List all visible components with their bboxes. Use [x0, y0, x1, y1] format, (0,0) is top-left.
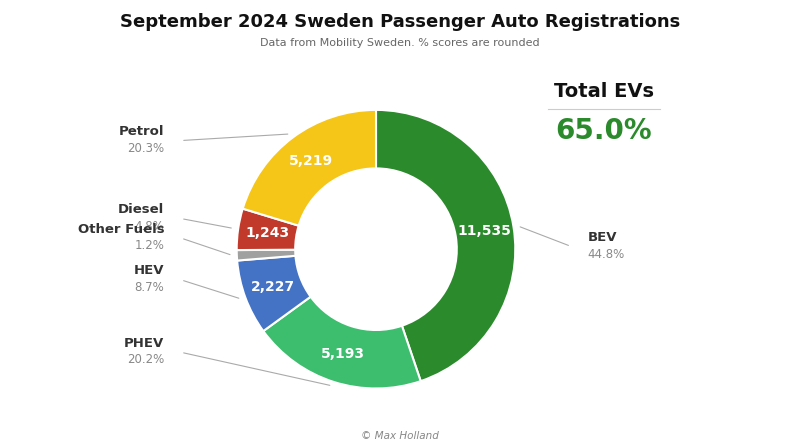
Text: 1.2%: 1.2%: [134, 239, 164, 252]
Text: 2,227: 2,227: [250, 280, 295, 295]
Text: 65.0%: 65.0%: [556, 117, 652, 145]
Text: Total EVs: Total EVs: [554, 82, 654, 101]
Text: 8.7%: 8.7%: [134, 281, 164, 294]
Wedge shape: [237, 209, 298, 250]
Text: Other Fuels: Other Fuels: [78, 222, 164, 235]
Text: PHEV: PHEV: [124, 337, 164, 350]
Wedge shape: [242, 110, 376, 226]
Text: 20.2%: 20.2%: [127, 353, 164, 366]
Text: © Max Holland: © Max Holland: [361, 431, 439, 441]
Text: 1,243: 1,243: [245, 227, 289, 240]
Text: September 2024 Sweden Passenger Auto Registrations: September 2024 Sweden Passenger Auto Reg…: [120, 13, 680, 31]
Text: HEV: HEV: [134, 264, 164, 277]
Wedge shape: [376, 110, 515, 381]
Text: 5,219: 5,219: [289, 154, 333, 168]
Wedge shape: [237, 250, 295, 261]
Text: BEV: BEV: [588, 231, 618, 244]
Text: 20.3%: 20.3%: [127, 142, 164, 155]
Text: 4.8%: 4.8%: [134, 220, 164, 233]
Text: Data from Mobility Sweden. % scores are rounded: Data from Mobility Sweden. % scores are …: [260, 38, 540, 48]
Text: 11,535: 11,535: [458, 224, 511, 239]
Wedge shape: [237, 256, 310, 331]
Wedge shape: [263, 297, 421, 388]
Text: 44.8%: 44.8%: [588, 247, 625, 261]
Text: 5,193: 5,193: [321, 347, 365, 361]
Text: Petrol: Petrol: [118, 125, 164, 138]
Text: Diesel: Diesel: [118, 203, 164, 216]
